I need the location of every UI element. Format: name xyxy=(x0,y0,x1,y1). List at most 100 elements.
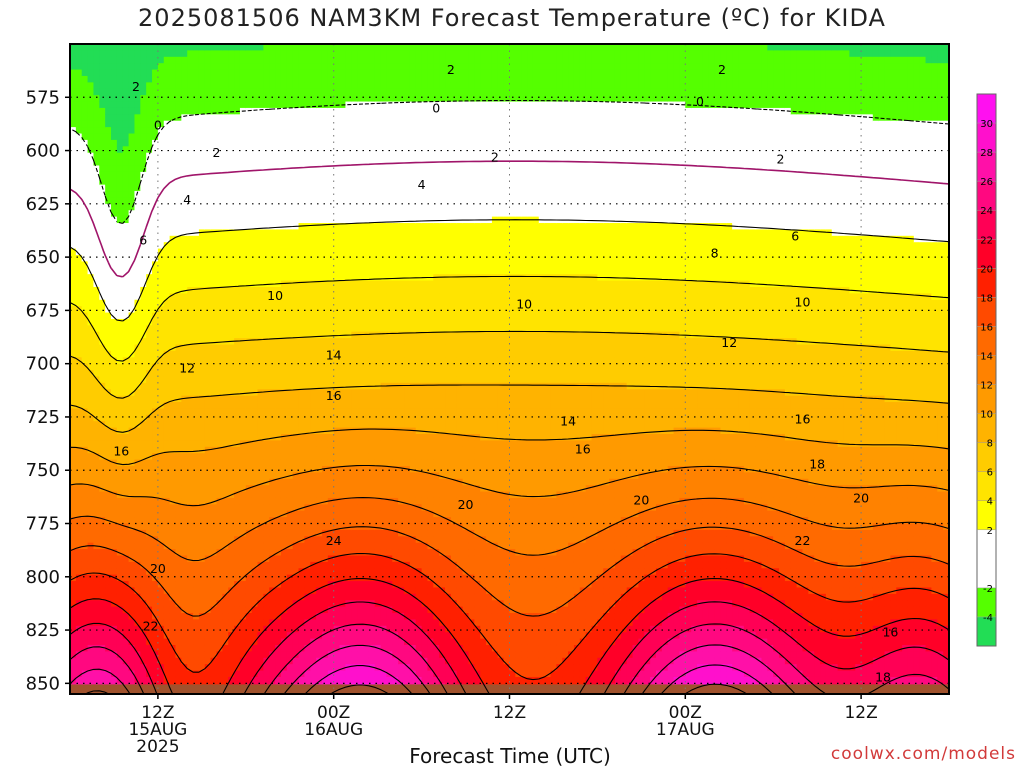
temperature-cell xyxy=(70,331,77,339)
temperature-cell xyxy=(181,184,188,192)
temperature-cell xyxy=(333,613,341,621)
temperature-cell xyxy=(157,159,165,167)
temperature-cell xyxy=(116,248,124,256)
temperature-cell xyxy=(204,338,212,346)
temperature-cell xyxy=(339,261,347,269)
temperature-cell xyxy=(181,510,188,518)
temperature-cell xyxy=(333,350,341,358)
temperature-cell xyxy=(234,414,241,422)
temperature-cell xyxy=(111,504,118,512)
temperature-cell xyxy=(269,344,276,352)
temperature-cell xyxy=(81,472,89,480)
temperature-cell xyxy=(75,517,83,525)
temperature-cell xyxy=(345,382,352,390)
temperature-cell xyxy=(228,497,235,505)
temperature-cell xyxy=(105,75,112,83)
temperature-cell xyxy=(163,555,171,563)
temperature-cell xyxy=(280,127,288,135)
temperature-cell xyxy=(304,523,311,531)
temperature-cell xyxy=(128,191,136,199)
temperature-cell xyxy=(310,88,317,96)
temperature-cell xyxy=(239,338,247,346)
temperature-cell xyxy=(286,56,294,64)
temperature-cell xyxy=(75,593,83,601)
temperature-cell xyxy=(280,261,288,269)
temperature-cell xyxy=(339,178,347,186)
temperature-cell xyxy=(263,561,270,569)
temperature-cell xyxy=(316,50,323,58)
temperature-cell xyxy=(304,434,311,441)
temperature-cell xyxy=(75,497,83,505)
temperature-cell xyxy=(275,523,282,531)
temperature-cell xyxy=(128,357,136,365)
temperature-cell xyxy=(70,606,77,614)
temperature-cell xyxy=(122,485,130,493)
temperature-cell xyxy=(99,593,106,601)
temperature-cell xyxy=(222,133,229,141)
temperature-cell xyxy=(134,619,141,627)
temperature-cell xyxy=(333,478,341,486)
temperature-cell xyxy=(169,338,177,346)
temperature-cell xyxy=(175,651,182,659)
temperature-cell xyxy=(321,88,329,96)
temperature-cell xyxy=(169,146,177,154)
temperature-cell xyxy=(339,529,347,537)
temperature-cell xyxy=(93,632,100,640)
temperature-cell xyxy=(339,555,347,563)
temperature-cell xyxy=(310,370,317,378)
temperature-cell xyxy=(310,497,317,505)
temperature-cell xyxy=(140,318,147,326)
temperature-cell xyxy=(81,581,89,589)
temperature-cell xyxy=(280,146,288,154)
temperature-cell xyxy=(216,376,223,384)
temperature-cell xyxy=(351,408,358,416)
temperature-cell xyxy=(75,600,83,608)
temperature-cell xyxy=(333,248,341,256)
temperature-cell xyxy=(263,491,270,499)
temperature-cell xyxy=(75,485,83,493)
temperature-cell xyxy=(140,427,147,435)
temperature-cell xyxy=(245,69,253,77)
temperature-cell xyxy=(210,50,218,58)
temperature-cell xyxy=(181,171,188,179)
temperature-cell xyxy=(198,216,206,224)
temperature-cell xyxy=(351,581,358,589)
temperature-cell xyxy=(146,165,153,173)
temperature-cell xyxy=(152,299,159,307)
temperature-cell xyxy=(134,517,141,525)
temperature-cell xyxy=(87,165,95,173)
temperature-cell xyxy=(134,165,141,173)
temperature-cell xyxy=(257,127,264,135)
temperature-cell xyxy=(93,421,100,429)
temperature-cell xyxy=(245,408,253,416)
temperature-cell xyxy=(339,651,347,659)
temperature-cell xyxy=(87,274,95,282)
temperature-cell xyxy=(193,549,200,557)
temperature-cell xyxy=(251,465,259,473)
temperature-cell xyxy=(128,120,136,128)
temperature-cell xyxy=(216,625,223,633)
temperature-cell xyxy=(280,95,288,103)
temperature-cell xyxy=(286,593,294,601)
temperature-cell xyxy=(210,561,218,569)
temperature-cell xyxy=(310,382,317,390)
temperature-cell xyxy=(269,472,276,480)
temperature-cell xyxy=(286,210,294,218)
temperature-cell xyxy=(310,414,317,422)
temperature-cell xyxy=(99,478,106,486)
temperature-cell xyxy=(75,274,83,282)
temperature-cell xyxy=(257,568,264,576)
temperature-cell xyxy=(122,120,130,128)
temperature-cell xyxy=(216,146,223,154)
temperature-cell xyxy=(169,465,177,473)
temperature-cell xyxy=(286,485,294,493)
temperature-cell xyxy=(152,357,159,365)
temperature-cell xyxy=(122,402,130,410)
temperature-cell xyxy=(269,670,276,678)
temperature-cell xyxy=(333,644,341,652)
temperature-cell xyxy=(339,465,347,473)
temperature-cell xyxy=(304,286,311,294)
temperature-cell xyxy=(175,478,182,486)
temperature-cell xyxy=(146,440,153,448)
temperature-cell xyxy=(292,421,300,429)
